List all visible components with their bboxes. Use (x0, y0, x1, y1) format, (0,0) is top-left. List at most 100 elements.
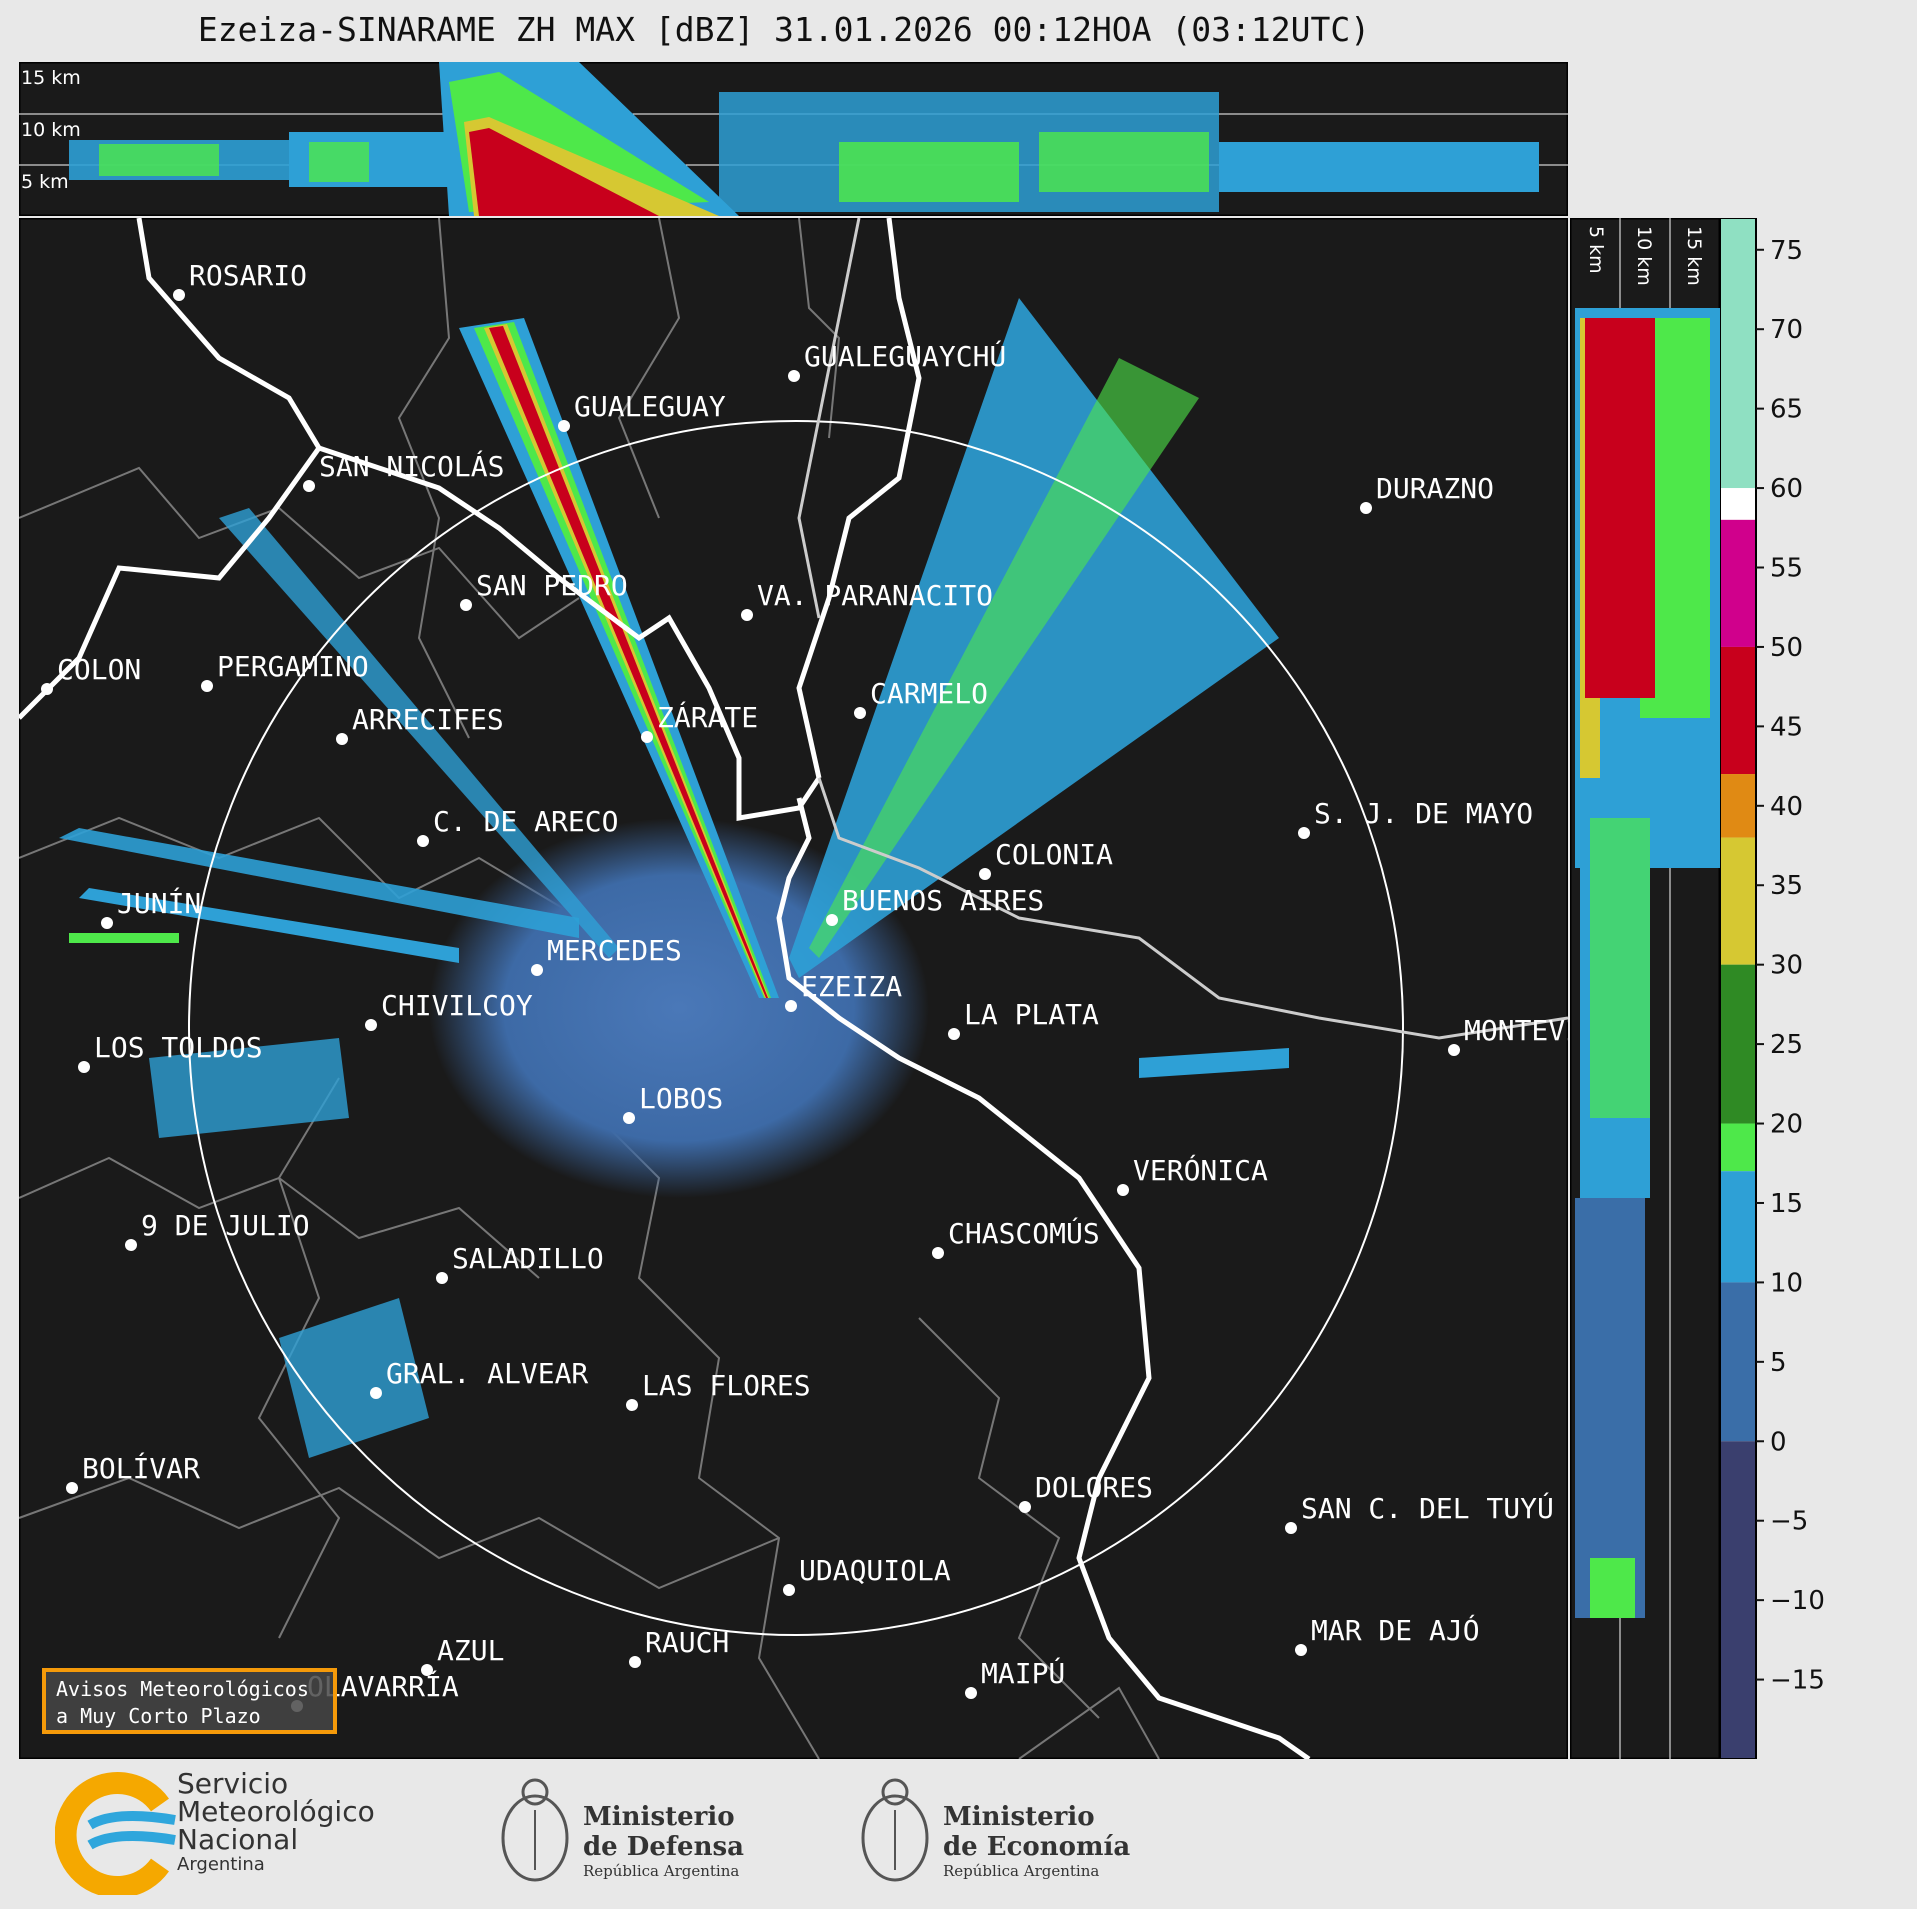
colorbar-segment (1720, 1171, 1756, 1283)
colorbar-tick-label: 30 (1770, 951, 1803, 981)
city-dot (303, 480, 315, 492)
city-label: BOLÍVAR (82, 1451, 200, 1485)
city-dot (558, 420, 570, 432)
colorbar-tick-label: 25 (1770, 1030, 1803, 1060)
city-label: COLON (57, 653, 141, 686)
city-dot (201, 680, 213, 692)
colorbar-tick-label: 0 (1770, 1427, 1787, 1457)
city-dot (788, 370, 800, 382)
city-dot (336, 733, 348, 745)
colorbar-tick-label: 70 (1770, 315, 1803, 345)
city-label: VERÓNICA (1133, 1153, 1268, 1187)
city-label: ZÁRATE (657, 700, 758, 734)
city-label: CHIVILCOY (381, 989, 533, 1022)
colorbar-tick-label: 65 (1770, 395, 1803, 425)
city-dot (41, 683, 53, 695)
city-dot (1448, 1044, 1460, 1056)
city-label: SAN NICOLÁS (319, 449, 504, 483)
echo-beams (59, 298, 1289, 1458)
colorbar-tick-label: 50 (1770, 633, 1803, 663)
city-label: JUNÍN (117, 886, 201, 920)
city-dot (436, 1272, 448, 1284)
smn-line-1: Servicio (177, 1767, 289, 1800)
top-echo-band (69, 62, 1539, 216)
city-dot (979, 868, 991, 880)
colorbar-tick-label: 40 (1770, 792, 1803, 822)
city-label: SAN C. DEL TUYÚ (1301, 1491, 1554, 1525)
city-dot (370, 1387, 382, 1399)
chart-title: Ezeiza-SINARAME ZH MAX [dBZ] 31.01.2026 … (197, 10, 1371, 49)
height-label-10: 10 km (21, 119, 81, 141)
city-label: PERGAMINO (217, 650, 369, 683)
river-outline (797, 218, 1568, 1040)
economia-logo: Ministerio de Economía República Argenti… (855, 1770, 1135, 1900)
city-label: EZEIZA (801, 970, 902, 1003)
city-label: UDAQUIOLA (799, 1554, 951, 1587)
city-label: CARMELO (870, 677, 988, 710)
city-dot (125, 1239, 137, 1251)
city-dot (641, 731, 653, 743)
city-label: C. DE ARECO (433, 805, 618, 838)
colorbar-tick-label: 20 (1770, 1110, 1803, 1140)
city-label: COLONIA (995, 838, 1113, 871)
city-label: GUALEGUAYCHÚ (804, 339, 1006, 373)
city-dot (785, 1000, 797, 1012)
city-label: MAR DE AJÓ (1311, 1613, 1480, 1647)
city-dot (365, 1019, 377, 1031)
city-label: S. J. DE MAYO (1314, 797, 1533, 830)
smn-line-3: Nacional (177, 1823, 299, 1856)
city-label: ARRECIFES (352, 703, 504, 736)
colorbar-segment (1720, 488, 1756, 520)
economia-line-3: República Argentina (943, 1862, 1100, 1880)
side-echo-band (1575, 308, 1720, 1618)
city-dot (421, 1664, 433, 1676)
colorbar-segment (1720, 837, 1756, 965)
colorbar-segment (1720, 519, 1756, 647)
warning-box: Avisos Meteorológicos a Muy Corto Plazo (42, 1668, 337, 1734)
city-dot (78, 1061, 90, 1073)
colorbar-segment (1720, 1123, 1756, 1172)
side-height-5: 5 km (1585, 226, 1607, 274)
side-cross-section: 5 km 10 km 15 km (1570, 218, 1720, 1759)
city-dot (932, 1247, 944, 1259)
city-dot (66, 1482, 78, 1494)
city-dot (783, 1584, 795, 1596)
city-label: LOBOS (639, 1082, 723, 1115)
city-dot (1295, 1644, 1307, 1656)
city-label: ROSARIO (189, 259, 307, 292)
colorbar-tick-label: −5 (1770, 1507, 1808, 1537)
city-label: LOS TOLDOS (94, 1031, 263, 1064)
city-label: CHASCOMÚS (948, 1216, 1100, 1250)
city-dot (173, 289, 185, 301)
city-label: 9 DE JULIO (141, 1209, 310, 1242)
warning-line-1: Avisos Meteorológicos (56, 1677, 309, 1701)
defensa-line-3: República Argentina (583, 1862, 740, 1880)
radar-map: ROSARIO GUALEGUAYCHÚ GUALEGUAY SAN NICOLÁS D… (19, 218, 1568, 1759)
height-label-5: 5 km (21, 171, 69, 193)
city-label: BUENOS AIRES (842, 884, 1044, 917)
city-label: SAN PEDRO (476, 569, 628, 602)
city-dot (460, 599, 472, 611)
city-label: MAIPÚ (981, 1656, 1065, 1690)
city-dot (629, 1656, 641, 1668)
coat-of-arms-icon (501, 1778, 569, 1882)
city-dot (417, 835, 429, 847)
colorbar-tick-label: 35 (1770, 871, 1803, 901)
smn-emblem-icon (55, 1772, 176, 1895)
city-label: VA. PARANACITO (757, 579, 993, 612)
colorbar-tick-label: 15 (1770, 1189, 1803, 1219)
city-dot (948, 1028, 960, 1040)
city-dot (623, 1112, 635, 1124)
coastline (19, 218, 1311, 1759)
city-dot (1360, 502, 1372, 514)
defensa-line-2: de Defensa (583, 1832, 744, 1862)
range-ring (188, 420, 1404, 1636)
warning-line-2: a Muy Corto Plazo (56, 1704, 261, 1728)
smn-line-4: Argentina (177, 1854, 265, 1875)
city-dot (826, 914, 838, 926)
colorbar-segment (1720, 774, 1756, 838)
city-dot (1117, 1184, 1129, 1196)
city-label: RAUCH (645, 1626, 729, 1659)
city-dot (965, 1687, 977, 1699)
colorbar-segment (1720, 218, 1756, 489)
